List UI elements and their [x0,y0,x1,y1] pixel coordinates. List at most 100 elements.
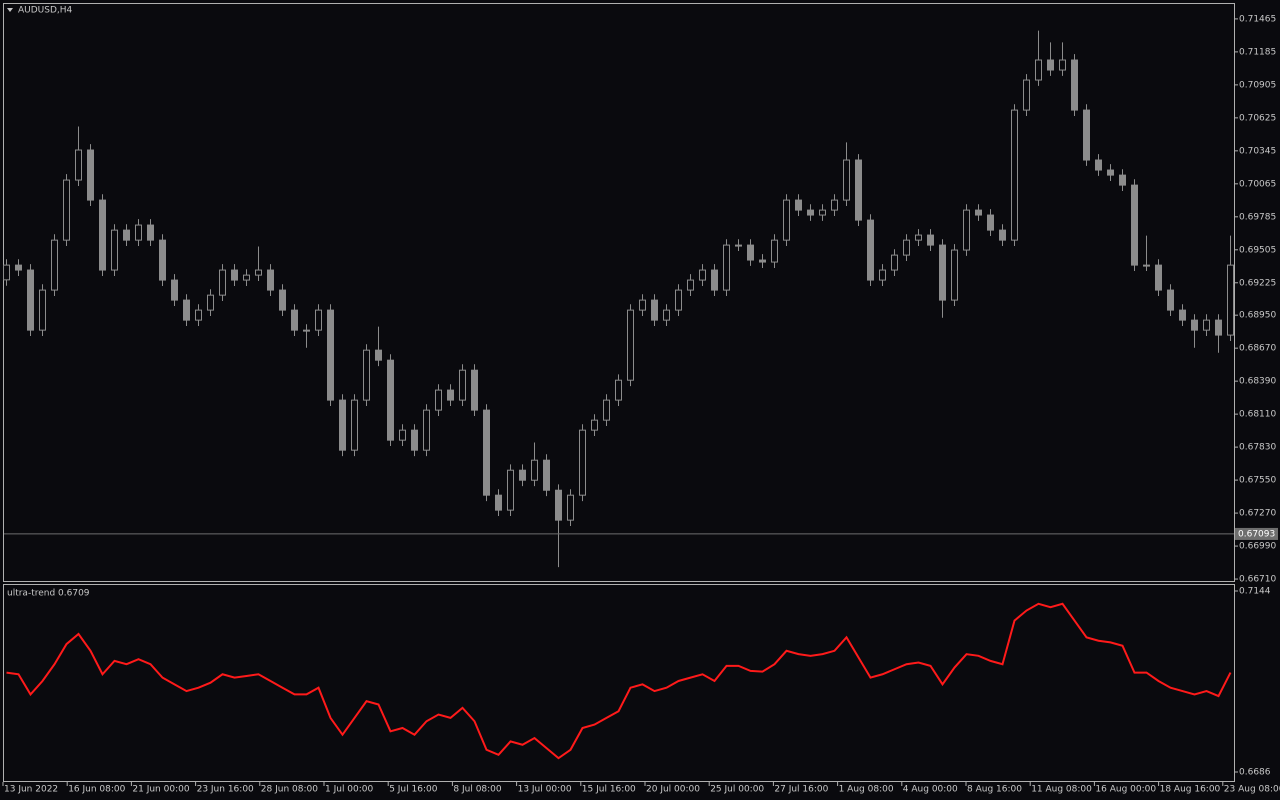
x-tick-label: 21 Jun 00:00 [132,785,189,795]
candle-body [327,309,334,401]
y-tick-label: 0.67830 [1239,443,1276,453]
price-tag [1235,527,1278,540]
candle-body [87,149,94,201]
x-tick-label: 27 Jul 16:00 [774,785,828,795]
candle-body [471,369,478,411]
candle-body [855,159,862,221]
candle-body [1179,309,1186,321]
candle-body [3,264,10,281]
candle-body [627,309,634,381]
y-tick-label: 0.66710 [1239,575,1276,585]
candle-body [495,494,502,511]
candle-body [663,309,670,321]
candle-body [615,379,622,401]
y-tick-label: 0.67270 [1239,509,1276,519]
candle-body [1203,319,1210,331]
candle-body [1155,264,1162,291]
candle-body [927,234,934,246]
candle-body [975,209,982,216]
candle-body [423,409,430,451]
candle-body [1071,59,1078,111]
y-tick-label: 0.71465 [1239,14,1276,24]
candle-body [531,459,538,481]
x-tick-label: 4 Aug 00:00 [903,785,958,795]
candle-body [159,239,166,281]
candle-body [267,269,274,291]
x-tick-label: 16 Aug 00:00 [1095,785,1156,795]
candle-body [567,494,574,521]
candle-body [363,349,370,401]
x-tick-label: 15 Jul 16:00 [582,785,636,795]
candle-body [507,469,514,511]
candle-body [447,389,454,401]
candle-body [579,429,586,496]
candle-body [1095,159,1102,171]
y-tick-label: 0.70065 [1239,179,1276,189]
y-tick-label: 0.67550 [1239,476,1276,486]
candle-body [459,369,466,401]
candle-body [315,309,322,331]
candle-body [783,199,790,241]
candle-body [747,244,754,261]
x-tick-label: 25 Jul 00:00 [710,785,764,795]
candle-body [903,239,910,256]
y-tick-label: 0.68670 [1239,344,1276,354]
candle-body [795,199,802,211]
symbol-title: AUDUSD,H4 [18,6,73,16]
candle-body [27,269,34,331]
candle-body [771,239,778,263]
candle-body [435,389,442,411]
candle-body [279,289,286,311]
candle-body [1047,59,1054,71]
candle-body [807,209,814,216]
candle-body [1011,109,1018,241]
y-tick-label: 0.70625 [1239,113,1276,123]
candle-body [15,264,22,271]
candle-body [1107,169,1114,176]
candle-body [111,229,118,271]
x-tick-label: 28 Jun 08:00 [261,785,318,795]
candle-body [939,244,946,301]
y-tick-label: 0.70905 [1239,80,1276,90]
x-tick-label: 8 Aug 16:00 [967,785,1022,795]
candle-body [51,239,58,291]
x-tick-label: 23 Aug 08:00 [1224,785,1280,795]
candle-body [819,209,826,216]
main-frame [3,3,1235,582]
x-tick-label: 8 Jul 08:00 [453,785,502,795]
candle-body [963,209,970,251]
y-tick-label: 0.69225 [1239,278,1276,288]
candle-body [231,269,238,281]
menu-arrow[interactable] [7,8,13,12]
candle-body [411,429,418,451]
candle-body [243,274,250,281]
candle-body [303,329,310,332]
candle-body [1191,319,1198,331]
candle-body [123,229,130,241]
candle-body [219,269,226,296]
candle-body [255,269,262,276]
candle-body [1023,79,1030,111]
x-tick-label: 1 Jul 00:00 [325,785,374,795]
x-tick-label: 13 Jun 2022 [4,785,58,795]
candle-body [1059,59,1066,71]
indicator-title: ultra-trend 0.6709 [7,589,90,599]
y-tick-label: 0.69785 [1239,212,1276,222]
candle-body [99,199,106,271]
price-tag-label: 0.67093 [1238,529,1275,539]
candle-body [39,289,46,331]
candle-body [387,359,394,441]
candle-body [1215,319,1222,336]
candle-body [519,469,526,481]
candle-body [543,459,550,491]
candle-body [951,249,958,301]
candle-body [1227,264,1234,336]
x-tick-label: 11 Aug 08:00 [1031,785,1092,795]
x-tick-label: 1 Aug 08:00 [839,785,894,795]
candle-body [639,299,646,311]
candle-body [291,309,298,331]
candle-body [1167,289,1174,311]
candle-body [351,399,358,451]
